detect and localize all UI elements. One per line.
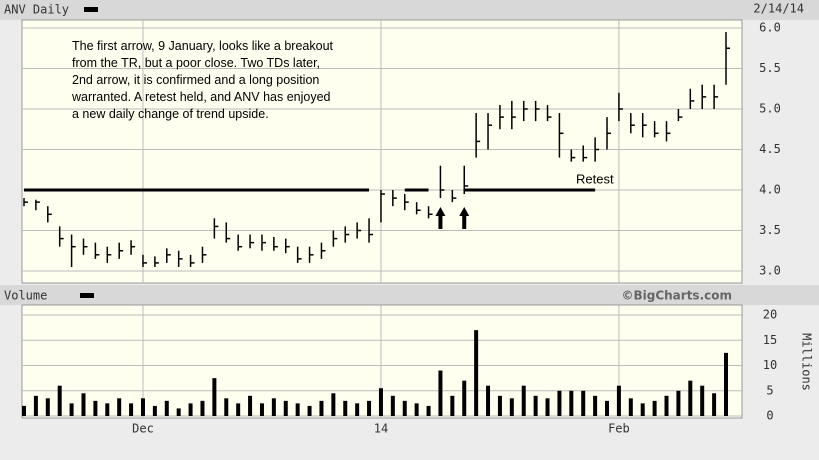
price-panel	[21, 19, 743, 284]
retest-label: Retest	[576, 171, 614, 186]
volume-bar	[81, 393, 86, 416]
volume-bar	[462, 380, 467, 416]
volume-bar	[319, 400, 324, 416]
annotation-line: 2nd arrow, it is confirmed and a long po…	[72, 73, 320, 87]
volume-title: Volume	[4, 289, 47, 303]
volume-bar	[343, 400, 348, 416]
volume-bar	[605, 400, 610, 416]
volume-bar	[664, 395, 669, 416]
volume-bar	[533, 395, 538, 416]
annotation-line: The first arrow, 9 January, looks like a…	[72, 39, 333, 53]
volume-bar	[295, 403, 300, 416]
volume-bar	[355, 403, 360, 416]
volume-bar	[283, 400, 288, 416]
volume-bar	[45, 398, 50, 416]
volume-header	[0, 285, 819, 305]
volume-bar	[569, 390, 574, 416]
arrow	[435, 207, 446, 229]
header-bar	[0, 0, 819, 20]
volume-bar	[545, 398, 550, 416]
volume-bar	[378, 388, 383, 416]
volume-bar	[652, 400, 657, 416]
volume-bar	[271, 398, 276, 416]
arrow	[459, 207, 470, 229]
legend-swatch	[80, 293, 94, 298]
volume-bar	[712, 393, 717, 416]
x-tick-label: Feb	[608, 422, 630, 436]
y-tick-label: 5	[766, 383, 773, 397]
volume-bar	[640, 403, 645, 416]
annotation-line: a new daily change of trend upside.	[72, 107, 269, 121]
y-tick-label: 3.5	[759, 223, 781, 237]
volume-bar	[93, 400, 98, 416]
volume-bar	[331, 393, 336, 416]
volume-bar	[426, 405, 431, 416]
volume-bar	[474, 330, 479, 416]
volume-bar	[259, 403, 264, 416]
annotation-line: warranted. A retest held, and ANV has en…	[72, 90, 331, 104]
volume-bar	[129, 403, 134, 416]
volume-bar	[33, 395, 38, 416]
volume-bar	[224, 398, 229, 416]
y-tick-label: 20	[763, 308, 777, 322]
volume-bar	[212, 378, 217, 416]
volume-bar	[497, 395, 502, 416]
volume-bar	[616, 385, 621, 416]
volume-bar	[176, 408, 181, 416]
y-tick-label: 4.5	[759, 142, 781, 156]
y-tick-label: 15	[763, 333, 777, 347]
date: 2/14/14	[753, 2, 804, 16]
source: ©BigCharts.com	[621, 289, 732, 303]
volume-bar	[307, 405, 312, 416]
volume-bar	[164, 400, 169, 416]
volume-bar	[581, 390, 586, 416]
y-tick-label: 0	[766, 409, 773, 423]
volume-bar	[700, 385, 705, 416]
volume-bar	[248, 395, 253, 416]
y-tick-label: 6.0	[759, 21, 781, 35]
volume-bar	[117, 398, 122, 416]
annotation: The first arrow, 9 January, looks like a…	[72, 38, 333, 123]
volume-bar	[486, 385, 491, 416]
volume-bar	[688, 380, 693, 416]
volume-bar	[188, 403, 193, 416]
volume-bar	[628, 398, 633, 416]
volume-bar	[450, 395, 455, 416]
volume-bar	[509, 398, 514, 416]
volume-bar	[236, 403, 241, 416]
volume-bar	[152, 405, 157, 416]
y-tick-label: 10	[763, 358, 777, 372]
legend-swatch	[84, 7, 98, 12]
y-tick-label: 3.0	[759, 264, 781, 278]
annotation-line: from the TR, but a poor close. Two TDs l…	[72, 56, 321, 70]
y-tick-label: 4.0	[759, 183, 781, 197]
chart-title: ANV Daily	[4, 3, 69, 17]
volume-bar	[105, 403, 110, 416]
y-axis-label: Millions	[800, 333, 814, 391]
volume-bar	[676, 390, 681, 416]
volume-bar	[438, 370, 443, 416]
volume-bar	[57, 385, 62, 416]
volume-bar	[593, 395, 598, 416]
volume-bar	[414, 403, 419, 416]
volume-bar	[22, 405, 26, 416]
volume-bar	[521, 385, 526, 416]
volume-bar	[390, 395, 395, 416]
x-tick-label: 14	[374, 422, 388, 436]
volume-bar	[69, 403, 74, 416]
y-tick-label: 5.0	[759, 102, 781, 116]
volume-bar	[200, 400, 205, 416]
volume-bar	[724, 352, 728, 416]
x-tick-label: Dec	[132, 422, 154, 436]
volume-bar	[557, 390, 562, 416]
volume-bar	[140, 398, 145, 416]
volume-bar	[367, 400, 372, 416]
y-tick-label: 5.5	[759, 61, 781, 75]
volume-bar	[402, 400, 407, 416]
